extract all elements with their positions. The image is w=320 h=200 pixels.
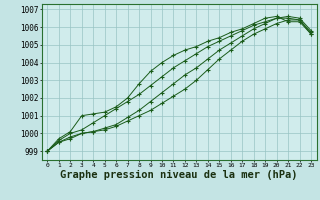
X-axis label: Graphe pression niveau de la mer (hPa): Graphe pression niveau de la mer (hPa) — [60, 170, 298, 180]
